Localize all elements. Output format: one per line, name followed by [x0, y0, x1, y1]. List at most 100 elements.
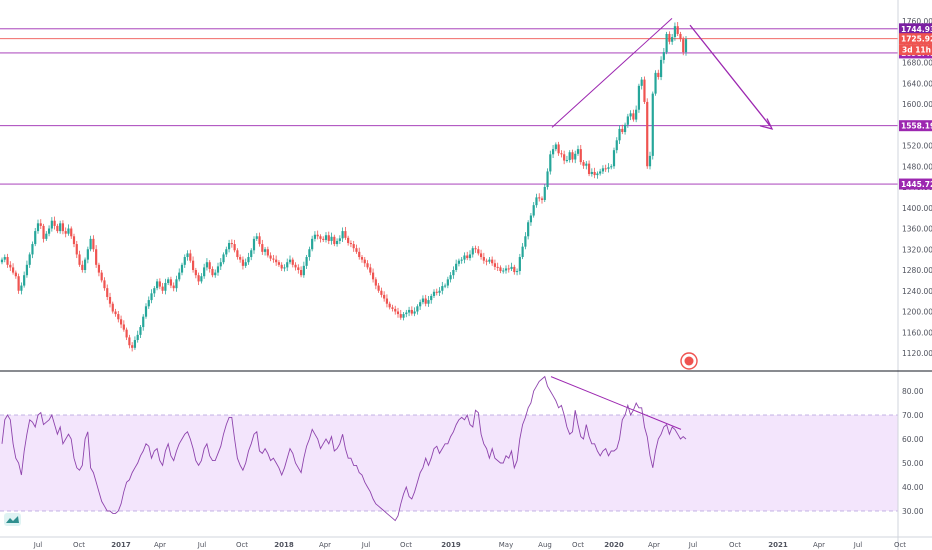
candle-body [142, 316, 145, 328]
candle [322, 236, 325, 242]
candle-body [319, 236, 322, 239]
candle [654, 70, 657, 96]
price-label-text: 1558.19 [901, 122, 932, 131]
brand-logo-icon[interactable] [4, 513, 21, 526]
candle [377, 282, 380, 293]
candle-body [178, 272, 181, 280]
candle-body [596, 173, 599, 176]
candle-body [443, 285, 447, 287]
candle-body [95, 249, 98, 265]
candle-body [604, 168, 607, 170]
candle [657, 69, 660, 80]
candle-body [64, 231, 67, 234]
horizontal-lines[interactable] [0, 28, 898, 185]
candle [360, 254, 364, 263]
candle-body [540, 198, 544, 200]
candle-body [571, 152, 574, 160]
candle [463, 252, 466, 264]
candle-body [449, 275, 452, 280]
rsi-series-line [1, 375, 687, 522]
candle-body [252, 238, 256, 251]
candle-body [70, 228, 73, 237]
candle-body [590, 171, 593, 175]
candle [551, 144, 555, 158]
candle [158, 278, 161, 290]
price-tick-label: 1360.00 [902, 225, 932, 234]
candle-body [377, 285, 380, 291]
candle [347, 235, 350, 246]
price-label-bg [899, 178, 932, 190]
time-tick-label: Oct [400, 541, 412, 549]
candle-body [92, 238, 95, 250]
candle-body [119, 319, 123, 325]
candle [280, 262, 283, 272]
candle-body [626, 116, 629, 125]
candle-body [81, 264, 84, 270]
candle [294, 262, 297, 271]
candle-body [618, 128, 621, 141]
candle-body [485, 260, 488, 262]
candle [576, 145, 580, 156]
candle-body [59, 223, 62, 232]
candle [147, 296, 150, 309]
candle-body [385, 298, 389, 304]
candle-body [20, 285, 23, 291]
price-label: 1725.92 [899, 33, 932, 45]
drawings[interactable] [550, 18, 774, 430]
candle [363, 257, 366, 267]
candle [155, 278, 159, 291]
candle [410, 306, 413, 316]
candle-body [651, 93, 654, 156]
candle [297, 264, 300, 274]
candle-body [247, 257, 250, 263]
candle-body [31, 244, 34, 255]
candle-body [28, 254, 31, 265]
candle [70, 226, 73, 239]
candle [9, 261, 12, 272]
time-tick-label: 2019 [441, 541, 461, 549]
candle [468, 250, 472, 261]
candle [662, 47, 665, 64]
candle-body [491, 259, 494, 264]
projection-arrowhead [759, 118, 774, 130]
time-tick-label: Jul [361, 541, 371, 549]
candle [413, 307, 416, 317]
candle-body [369, 267, 372, 273]
candle [86, 246, 89, 264]
candle [640, 77, 643, 90]
candle-body [244, 262, 247, 266]
candle-body [640, 79, 643, 86]
candle [623, 122, 627, 135]
candle [183, 254, 186, 268]
candle-body [277, 262, 281, 265]
candle-body [86, 249, 89, 260]
candle-body [549, 154, 552, 172]
candle-body [665, 33, 668, 53]
candle-body [684, 39, 688, 53]
time-tick-label: May [499, 541, 513, 549]
candle [338, 235, 341, 245]
candle-body [477, 249, 480, 254]
candle-body [133, 340, 137, 348]
projection-arrow-line[interactable] [689, 24, 771, 127]
candle [535, 193, 538, 208]
rsi-divergence-trendline[interactable] [550, 376, 682, 430]
candle-body [363, 259, 366, 264]
candle-body [463, 255, 466, 260]
candle [250, 248, 253, 261]
candle-body [316, 234, 319, 237]
icons[interactable] [4, 352, 698, 526]
candle-body [3, 257, 6, 260]
candle [621, 124, 624, 135]
price-label-text: 1725.92 [901, 35, 932, 44]
candle [172, 282, 175, 292]
candle-body [466, 255, 469, 259]
candle [599, 168, 602, 176]
rising-trendline[interactable] [551, 18, 673, 128]
events-marker-icon[interactable] [680, 352, 698, 370]
candle-body [125, 329, 128, 338]
candle-body [515, 271, 519, 273]
candle [142, 314, 145, 331]
candle [585, 161, 588, 170]
candle [560, 150, 563, 158]
